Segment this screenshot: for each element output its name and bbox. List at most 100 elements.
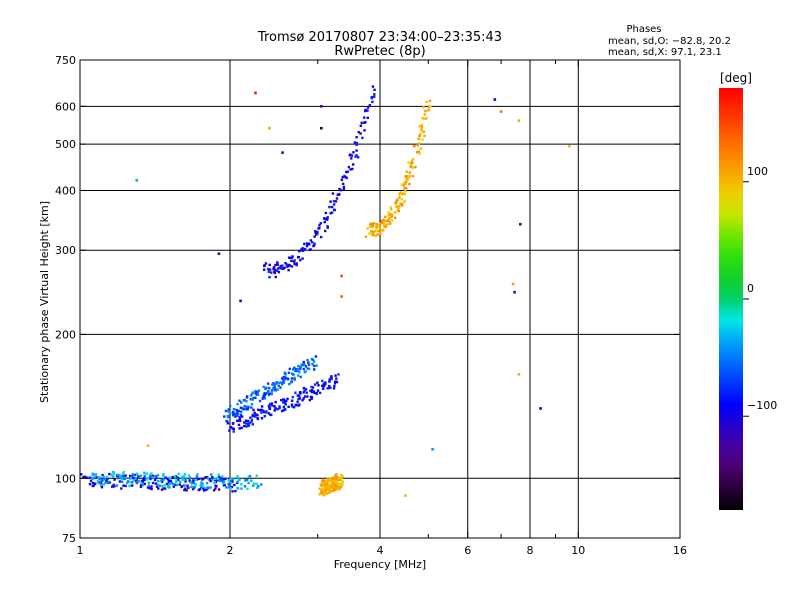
phase-stats-x: mean, sd,X: 97.1, 23.1 <box>608 47 722 58</box>
echo-point <box>263 392 266 395</box>
echo-point <box>112 472 116 475</box>
echo-point <box>221 480 225 483</box>
echo-point <box>313 242 316 245</box>
echo-point <box>292 406 296 409</box>
echo-point <box>240 483 243 486</box>
echo-point <box>163 484 167 487</box>
echo-point <box>129 476 133 479</box>
echo-point <box>146 476 150 480</box>
echo-point <box>231 490 234 493</box>
echo-point <box>274 400 277 404</box>
echo-point <box>132 479 135 482</box>
echo-point <box>323 479 326 482</box>
echo-point <box>186 484 189 487</box>
echo-point <box>200 485 203 489</box>
echo-point <box>235 413 238 416</box>
echo-point <box>91 473 95 476</box>
echo-point <box>204 488 208 491</box>
echo-point <box>331 483 334 486</box>
echo-point <box>229 425 233 429</box>
echo-point <box>97 476 100 479</box>
echo-point <box>247 422 250 425</box>
echo-point <box>332 203 336 206</box>
echo-point <box>158 484 162 487</box>
echo-point <box>136 473 139 476</box>
echo-point <box>366 106 370 109</box>
echo-point <box>237 477 240 480</box>
echo-point <box>250 418 254 421</box>
echo-point <box>227 408 230 411</box>
echo-point <box>323 217 326 220</box>
echo-point <box>141 482 144 485</box>
echo-point <box>272 381 275 385</box>
echo-point <box>321 479 324 482</box>
echo-point <box>275 269 279 272</box>
echo-point <box>277 267 280 270</box>
echo-point <box>250 402 254 406</box>
echo-point <box>349 168 352 171</box>
echo-point <box>88 482 92 486</box>
echo-point <box>290 405 294 408</box>
echo-point <box>357 131 360 134</box>
echo-point <box>247 481 250 485</box>
echo-point <box>373 88 376 92</box>
echo-point <box>312 390 315 393</box>
echo-point <box>270 271 273 274</box>
x-tick-label: 4 <box>377 544 384 557</box>
echo-point <box>382 229 385 232</box>
echo-point <box>332 479 336 483</box>
echo-point <box>316 381 319 384</box>
echo-point <box>258 399 262 403</box>
echo-point <box>268 386 271 390</box>
echo-point <box>268 263 271 267</box>
echo-point <box>297 374 300 377</box>
echo-point <box>135 481 139 484</box>
echo-point <box>138 479 141 483</box>
echo-point <box>183 472 186 476</box>
echo-point <box>201 482 204 486</box>
echo-point <box>326 216 329 219</box>
echo-point <box>234 415 237 418</box>
echo-point <box>385 219 388 223</box>
echo-point <box>204 486 207 490</box>
echo-point <box>539 407 542 410</box>
echo-point <box>122 484 125 487</box>
echo-point <box>171 476 174 479</box>
echo-point <box>187 486 190 490</box>
echo-point <box>322 485 326 489</box>
echo-point <box>296 367 299 371</box>
echo-point <box>298 397 301 400</box>
echo-point <box>211 478 214 481</box>
echo-point <box>293 378 296 381</box>
echo-point <box>427 108 430 112</box>
echo-point <box>302 249 305 252</box>
echo-point <box>193 485 197 488</box>
echo-point <box>356 156 360 159</box>
echo-point <box>181 478 184 481</box>
echo-point <box>335 380 339 384</box>
echo-point <box>422 106 425 109</box>
echo-point <box>424 109 427 113</box>
echo-point <box>338 487 341 491</box>
echo-point <box>128 484 131 487</box>
echo-point <box>420 124 424 127</box>
phase-stats-header: Phases <box>626 24 661 35</box>
echo-point <box>297 256 300 259</box>
y-tick-label: 100 <box>55 472 76 485</box>
echo-point <box>319 235 323 239</box>
echo-point <box>238 427 241 430</box>
echo-point <box>423 117 426 121</box>
echo-point <box>159 479 162 482</box>
echo-point <box>278 266 281 269</box>
echo-point <box>271 383 274 386</box>
echo-point <box>283 371 287 374</box>
echo-point <box>332 488 336 492</box>
echo-point <box>370 225 373 229</box>
x-tick-label: 8 <box>527 544 534 557</box>
echo-point <box>96 479 100 483</box>
echo-point <box>307 242 310 245</box>
echo-point <box>236 481 239 484</box>
echo-point <box>82 475 85 479</box>
echo-point <box>340 473 343 477</box>
echo-point <box>223 415 226 418</box>
